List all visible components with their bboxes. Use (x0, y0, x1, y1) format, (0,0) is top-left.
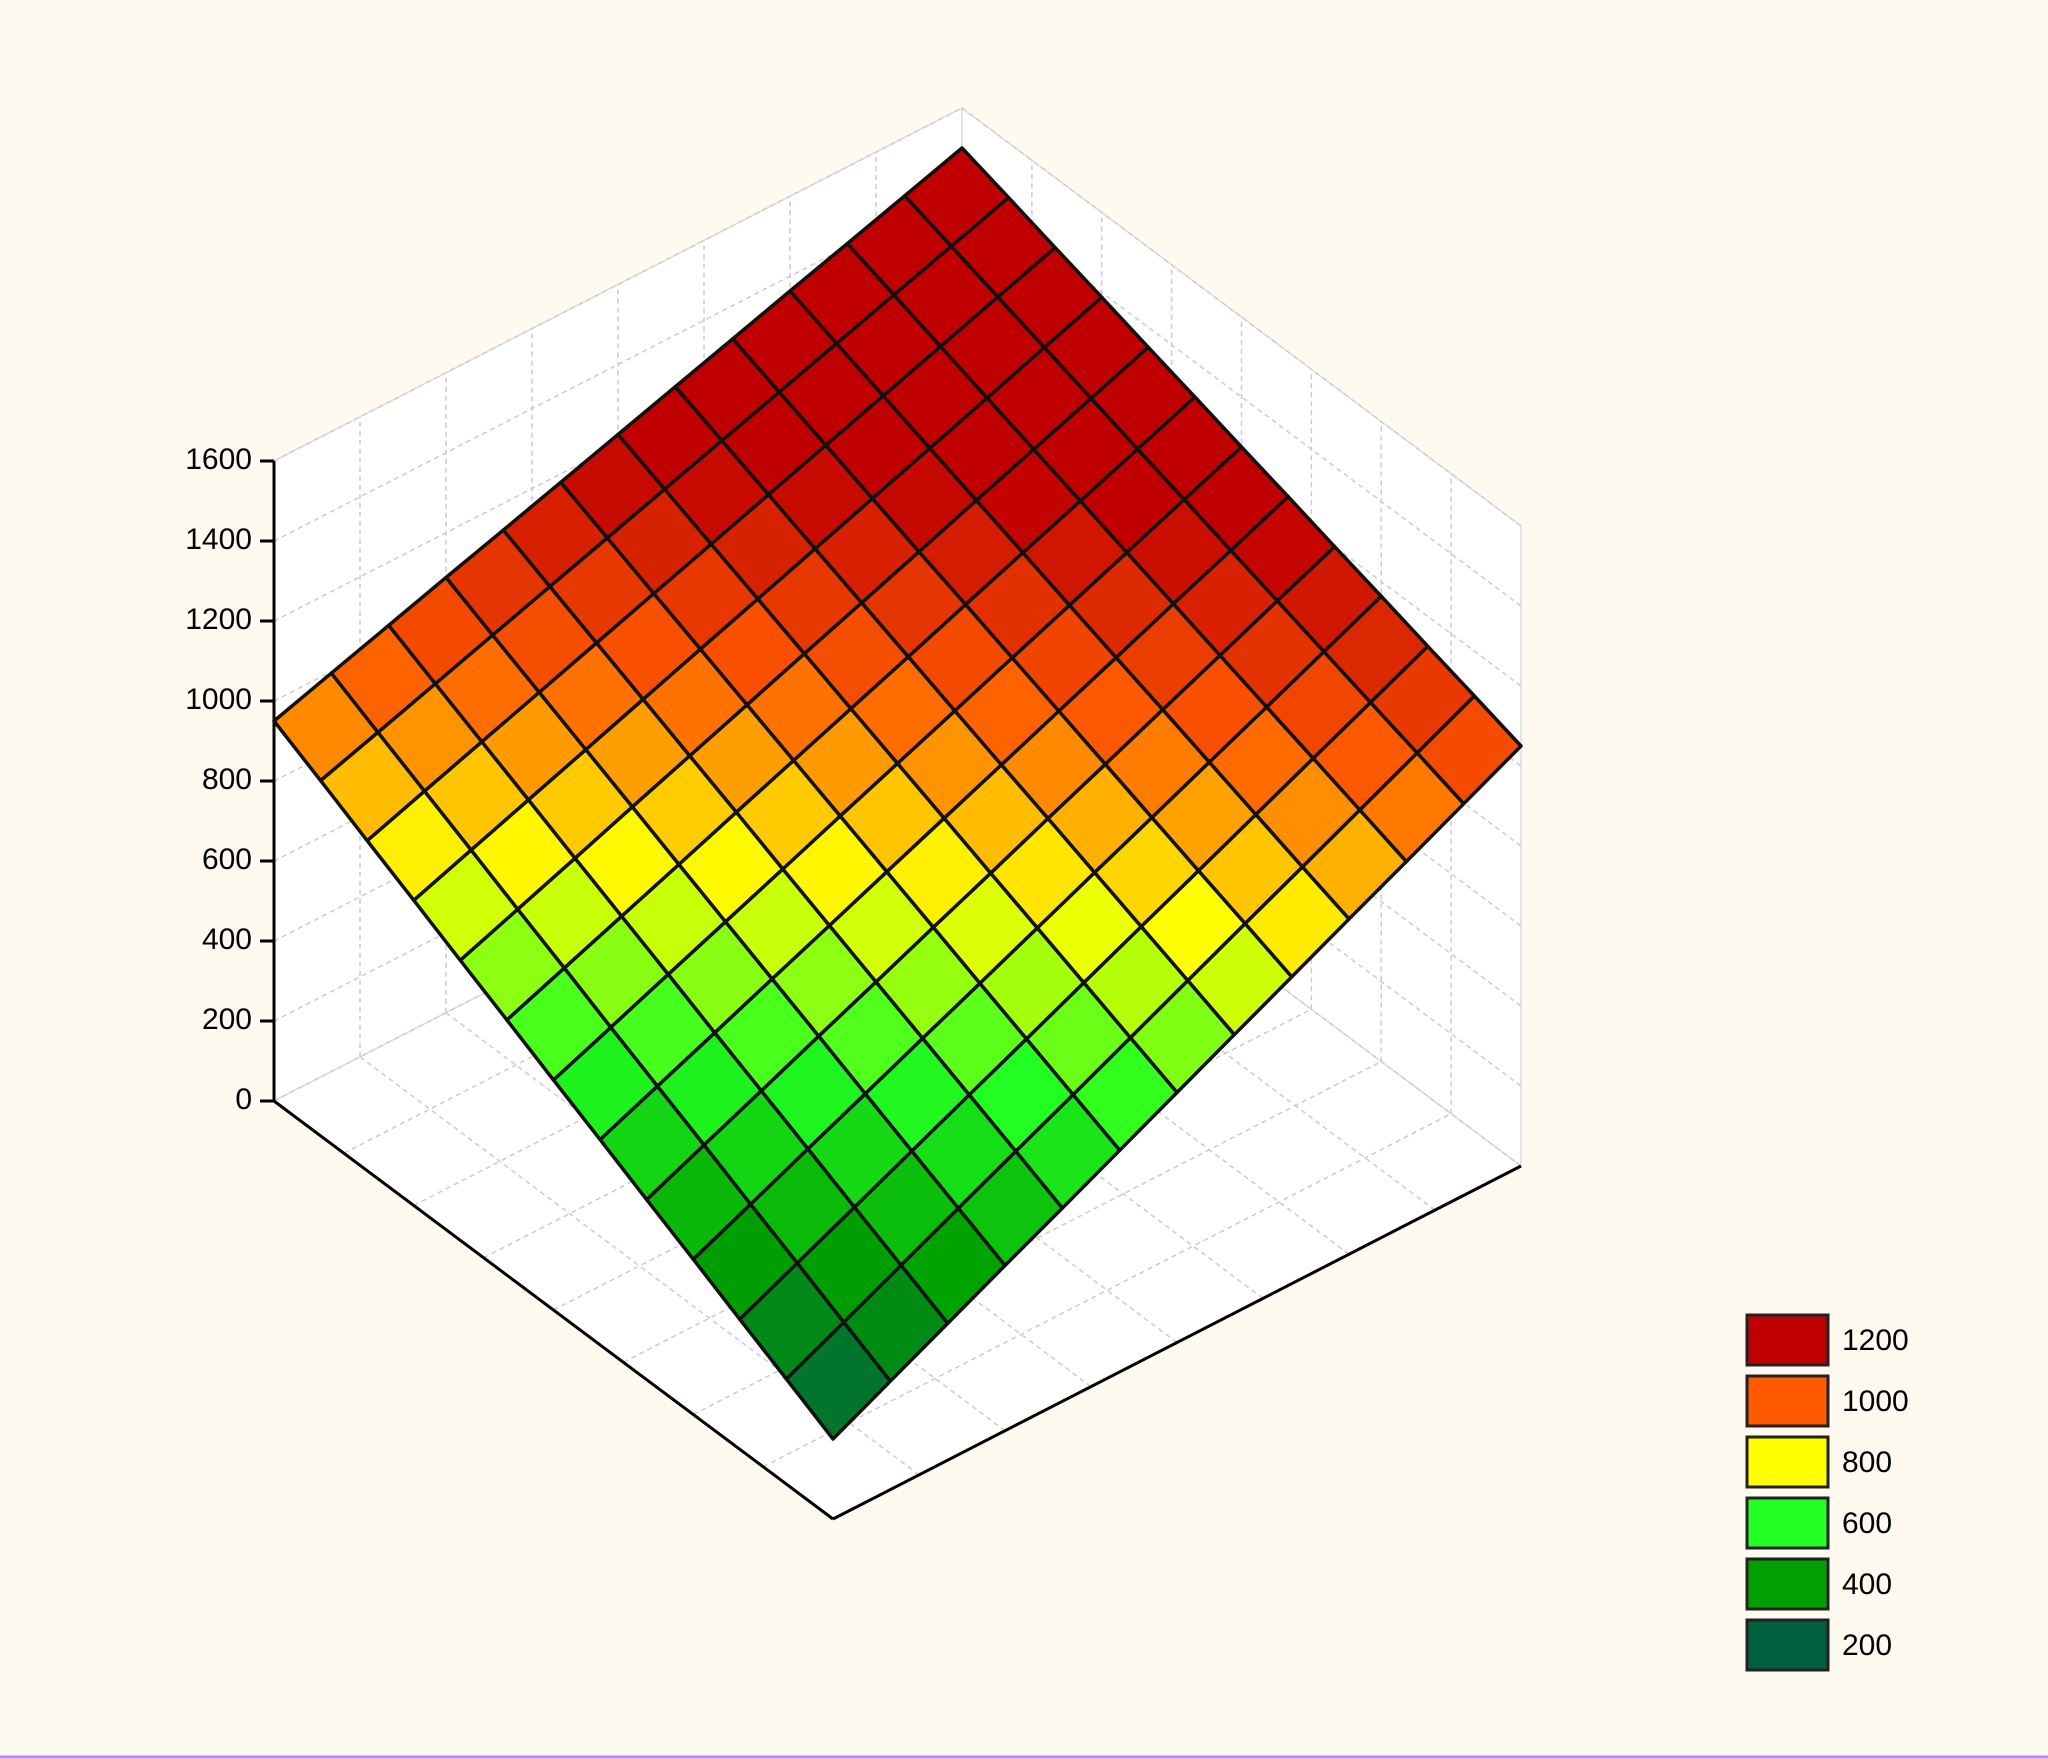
legend-label: 800 (1842, 1446, 1892, 1479)
grid-line (273, 747, 963, 1102)
floor-grid (343, 799, 1033, 1154)
z-tick-label: 1600 (185, 443, 252, 476)
surface-cell (784, 1320, 893, 1441)
floor-grid (483, 904, 1172, 1259)
z-tick-label: 800 (202, 763, 252, 796)
left-floor-axis (273, 1099, 834, 1521)
legend-swatch (1745, 1618, 1830, 1672)
legend-swatch (1745, 1374, 1830, 1428)
legend-label: 1000 (1842, 1385, 1909, 1418)
z-tick-label: 0 (235, 1083, 252, 1116)
grid-line (273, 267, 963, 622)
legend-label: 600 (1842, 1507, 1892, 1540)
right-floor-axis (832, 1164, 1522, 1521)
grid-line (273, 107, 963, 462)
legend-swatch (1745, 1435, 1830, 1489)
z-tick-label: 600 (202, 843, 252, 876)
floor-grid (762, 1113, 1452, 1468)
grid-line (273, 187, 963, 542)
floor-grid (413, 851, 1103, 1207)
z-tick-label: 400 (202, 923, 252, 956)
grid-line (273, 667, 963, 1022)
legend-swatch (1745, 1496, 1830, 1550)
grid-line (273, 587, 963, 942)
legend-label: 400 (1842, 1568, 1892, 1601)
z-tick-label: 200 (202, 1003, 252, 1036)
legend-swatch (1745, 1557, 1830, 1611)
legend-swatch (1745, 1313, 1830, 1367)
floor-grid (553, 956, 1242, 1311)
z-tick-label: 1000 (185, 683, 252, 716)
legend-label: 1200 (1842, 1324, 1909, 1357)
legend-label: 200 (1842, 1629, 1892, 1662)
z-tick-label: 1200 (185, 603, 252, 636)
z-tick-label: 1400 (185, 523, 252, 556)
